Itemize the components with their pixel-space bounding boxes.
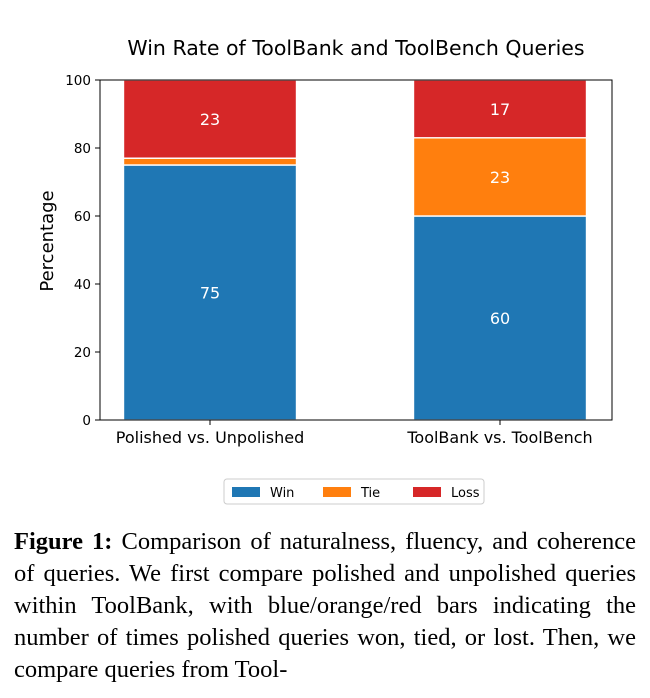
axes-group: 0 20 40 60 80 100 Polished vs. Unpolished ToolB… [65,73,613,447]
y-tick-label: 20 [74,345,91,361]
bar-tie-1 [122,157,298,166]
data-label-win-2: 60 [490,309,510,328]
legend-swatch-loss [413,487,441,497]
legend-label-win: Win [270,486,294,501]
data-label-loss-1: 23 [200,110,220,129]
legend-box [223,478,485,505]
y-tick-label: 40 [74,277,91,293]
y-tick-label: 60 [74,209,91,225]
data-label-win-1: 75 [200,284,220,303]
legend-swatch-tie [323,487,351,497]
y-tick-label: 100 [65,73,91,89]
y-axis-label: Percentage [37,190,58,291]
bar-loss-1 [122,79,298,159]
plot-frame [99,79,613,421]
legend-swatch-win [232,487,260,497]
legend-label-tie: Tie [360,486,380,501]
y-tick-label: 0 [82,413,91,429]
caption-label: Figure 1: [14,528,113,555]
legend-label-loss: Loss [451,486,480,501]
data-label-tie-2: 23 [490,168,510,187]
x-tick-label: ToolBank vs. ToolBench [406,428,592,447]
bar-loss-2 [412,79,588,139]
stacked-bar-chart: Win Rate of ToolBank and ToolBench Queri… [37,36,613,505]
chart-title: Win Rate of ToolBank and ToolBench Queri… [127,36,584,60]
y-tick-label: 80 [74,141,91,157]
figure-caption: Figure 1: Comparison of naturalness, flu… [14,526,636,686]
bar-win-1 [122,164,298,421]
bar-tie-2 [412,137,588,217]
bars-group: 75 23 60 23 17 [122,79,588,421]
legend: Win Tie Loss [223,478,485,505]
caption-text: Comparison of naturalness, fluency, and … [14,528,636,683]
data-label-loss-2: 17 [490,100,510,119]
x-tick-label: Polished vs. Unpolished [116,428,304,447]
